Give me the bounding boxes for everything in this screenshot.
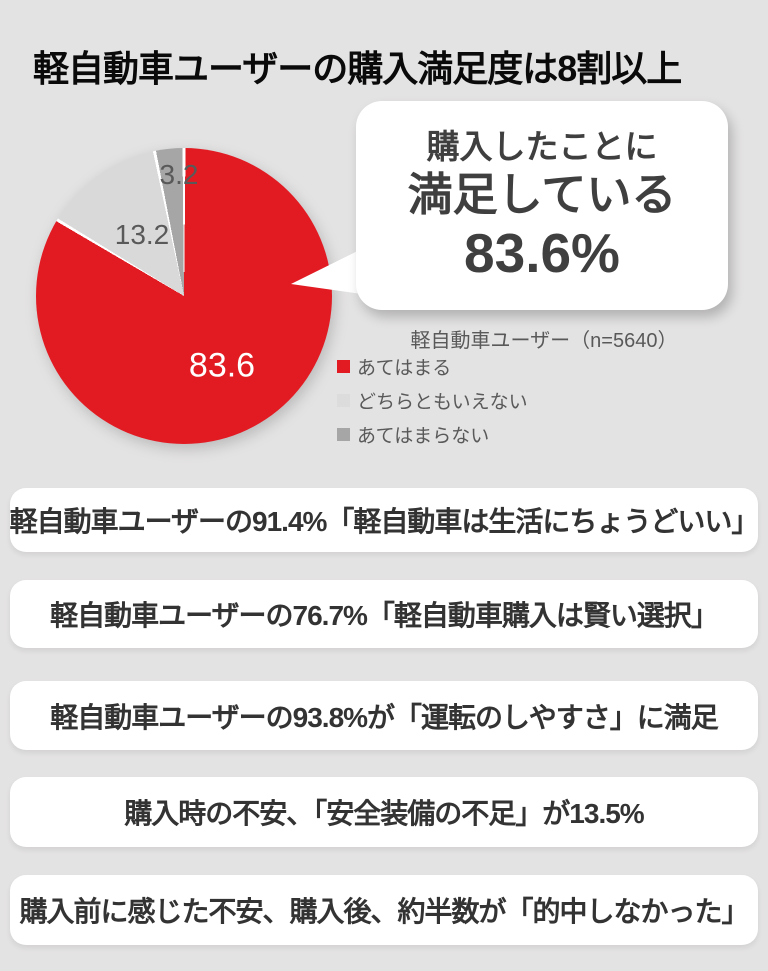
survey-sample-note: 軽自動車ユーザー（n=5640） bbox=[410, 330, 678, 352]
highlight-bar: 軽自動車ユーザーの93.8%が「運転のしやすさ」に満足 bbox=[10, 681, 758, 750]
speech-bubble: 購入したことに 満足している 83.6% bbox=[356, 101, 728, 310]
legend-label: あてはまる bbox=[357, 357, 452, 379]
legend-label: あてはまらない bbox=[357, 425, 490, 447]
legend-swatch-lightgray bbox=[337, 393, 350, 407]
highlight-bar: 購入時の不安、「安全装備の不足」が13.5% bbox=[10, 777, 758, 847]
highlight-bar: 軽自動車ユーザーの76.7%「軽自動車購入は賢い選択」 bbox=[10, 580, 758, 648]
pie-slice-label-disagree: 3.2 bbox=[159, 159, 199, 190]
pie-chart: 83.6 13.2 3.2 bbox=[36, 148, 332, 444]
pie-slice-label-neutral: 13.2 bbox=[114, 219, 170, 250]
legend-swatch-red bbox=[337, 359, 350, 373]
page-title: 軽自動車ユーザーの購入満足度は8割以上 bbox=[33, 48, 682, 89]
bubble-line-1: 購入したことに bbox=[426, 128, 658, 166]
legend-item-disagree: あてはまらない bbox=[337, 422, 528, 447]
highlight-bar: 軽自動車ユーザーの91.4%「軽自動車は生活にちょうどいい」 bbox=[10, 488, 759, 552]
bubble-value: 83.6% bbox=[464, 221, 620, 284]
legend-item-agree: あてはまる bbox=[337, 354, 528, 379]
legend-label: どちらともいえない bbox=[357, 391, 528, 413]
bubble-line-2: 満足している bbox=[407, 168, 677, 220]
pie-slice-label-agree: 83.6 bbox=[188, 346, 256, 385]
legend-item-neutral: どちらともいえない bbox=[337, 388, 528, 413]
pie-legend: あてはまる どちらともいえない あてはまらない bbox=[337, 354, 528, 456]
legend-swatch-gray bbox=[337, 427, 350, 441]
highlight-bar: 購入前に感じた不安、購入後、約半数が「的中しなかった」 bbox=[10, 875, 758, 945]
